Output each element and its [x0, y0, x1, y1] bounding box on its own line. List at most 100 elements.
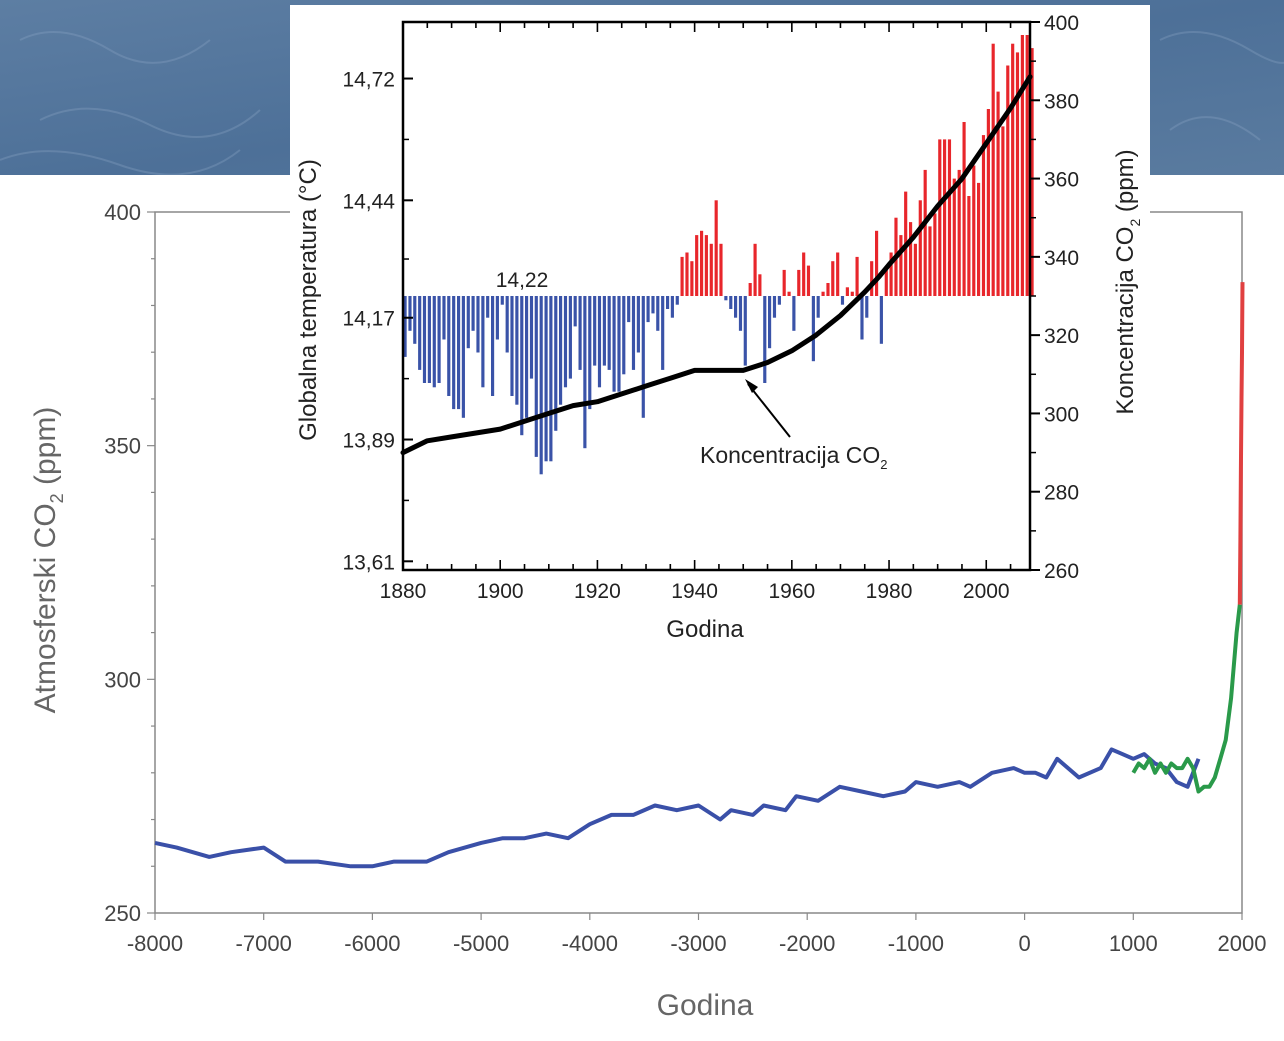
temperature-bar [501, 296, 504, 305]
temperature-bar [958, 170, 961, 296]
temperature-bar [972, 166, 975, 297]
co2-annotation-label: Koncentracija CO2 [700, 442, 887, 472]
temperature-bar [899, 235, 902, 296]
temperature-bar [734, 296, 737, 318]
temperature-bar [1016, 52, 1019, 296]
temperature-bar [413, 296, 416, 344]
temperature-bar [608, 296, 611, 370]
temperature-bar [885, 270, 888, 296]
inset-x-axis-label: Godina [666, 616, 744, 643]
temperature-bar [462, 296, 465, 418]
temperature-bar [418, 296, 421, 370]
inset-left-tick-label: 13,89 [342, 430, 395, 453]
temperature-bar [627, 296, 630, 322]
temperature-bar [856, 257, 859, 296]
inset-left-tick-label: 14,72 [342, 69, 395, 92]
temperature-bar [909, 222, 912, 296]
temperature-bar [535, 296, 538, 457]
inset-x-tick-label: 1980 [866, 580, 913, 603]
inset-left-tick-label: 14,17 [342, 308, 395, 331]
temperature-bar [549, 296, 552, 461]
inset-right-tick-label: 320 [1044, 325, 1079, 348]
temperature-bar [919, 200, 922, 296]
temperature-bar [467, 296, 470, 348]
temperature-bar [841, 296, 844, 305]
temperature-bar [719, 244, 722, 296]
temperature-bar [681, 257, 684, 296]
temperature-bar [457, 296, 460, 409]
temperature-bar [583, 296, 586, 448]
temperature-bar [953, 179, 956, 296]
temperature-bar [520, 296, 523, 435]
temperature-bar [564, 296, 567, 387]
inset-x-tick-label: 2000 [963, 580, 1010, 603]
inset-x-tick-label: 1940 [671, 580, 718, 603]
inset-x-tick-label: 1960 [768, 580, 815, 603]
temperature-bar [943, 139, 946, 296]
temperature-bar [695, 235, 698, 296]
temperature-bar [754, 244, 757, 296]
inset-left-axis-label: Globalna temperatura (°C) [295, 159, 322, 441]
inset-x-tick-label: 1880 [380, 580, 427, 603]
temperature-bar [768, 296, 771, 348]
temperature-bar [559, 296, 562, 405]
temperature-bar [807, 266, 810, 296]
temperature-bar [992, 44, 995, 296]
temperature-bar [676, 296, 679, 305]
temperature-bar [977, 183, 980, 296]
temperature-bar [783, 270, 786, 296]
inset-right-tick-label: 340 [1044, 247, 1079, 270]
temperature-bar [758, 274, 761, 296]
temperature-bar [588, 296, 591, 409]
temperature-bar [967, 196, 970, 296]
temperature-bar [642, 296, 645, 418]
temperature-bar [846, 287, 849, 296]
temperature-bar [724, 296, 727, 300]
temperature-bar [928, 226, 931, 296]
temperature-bar [705, 235, 708, 296]
temperature-bar [530, 296, 533, 379]
temperature-bar [826, 283, 829, 296]
temperature-bar [632, 296, 635, 370]
inset-right-tick-label: 400 [1044, 12, 1079, 35]
temperature-bar [603, 296, 606, 366]
temperature-bar [729, 296, 732, 309]
temperature-bar [948, 139, 951, 296]
temperature-bar [778, 296, 781, 305]
temperature-bar [408, 296, 411, 331]
temperature-bar [812, 296, 815, 361]
temperature-bar [545, 296, 548, 461]
inset-right-tick-label: 360 [1044, 169, 1079, 192]
inset-right-axis-label: Koncentracija CO2 (ppm) [1112, 149, 1143, 414]
temperature-bar [700, 231, 703, 296]
temperature-bar [817, 296, 820, 318]
temperature-bar [822, 292, 825, 296]
temperature-bar [647, 296, 650, 322]
temperature-bar [442, 296, 445, 340]
temperature-bar [613, 296, 616, 392]
temperature-bar [1021, 35, 1024, 296]
temperature-bar [749, 283, 752, 296]
temperature-bar [831, 261, 834, 296]
temperature-bar [1011, 44, 1014, 296]
temperature-bar [914, 244, 917, 296]
temperature-bar [510, 296, 513, 396]
temperature-bar [651, 296, 654, 313]
temperature-bar [963, 122, 966, 296]
temperature-bar [860, 296, 863, 340]
temperature-bar [933, 213, 936, 296]
inset-left-tick-label: 13,61 [342, 551, 395, 574]
temperature-bar [1001, 126, 1004, 296]
temperature-bar [773, 296, 776, 318]
temperature-bar [875, 231, 878, 296]
temperature-bar [486, 296, 489, 318]
temperature-bar [763, 296, 766, 383]
temperature-bar [574, 296, 577, 326]
inset-right-tick-label: 300 [1044, 403, 1079, 426]
temperature-bar [525, 296, 528, 418]
temperature-bar [476, 296, 479, 353]
temperature-bar [656, 296, 659, 331]
inset-right-tick-label: 260 [1044, 560, 1079, 583]
temperature-bar [447, 296, 450, 396]
